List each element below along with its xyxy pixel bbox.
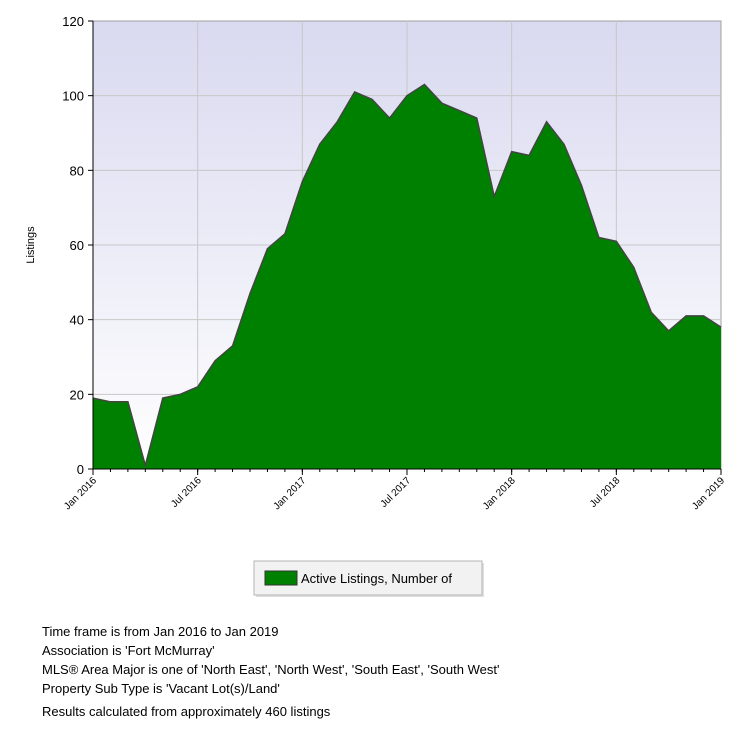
x-tick-label: Jan 2016 (62, 475, 99, 512)
legend-swatch (264, 570, 298, 586)
association-text: Association is 'Fort McMurray' (42, 643, 215, 658)
time-frame-text: Time frame is from Jan 2016 to Jan 2019 (42, 624, 279, 639)
area-major-text: MLS® Area Major is one of 'North East', … (42, 662, 500, 677)
x-tick-label: Jul 2017 (379, 475, 414, 510)
y-tick-labels: 0 20 40 60 80 100 120 (62, 14, 93, 477)
x-tick-label: Jan 2017 (272, 475, 309, 512)
area-chart: 0 20 40 60 80 100 120 Jan 2016 Jul 2016 Jan 2017… (25, 14, 727, 597)
y-tick-label: 0 (77, 462, 84, 477)
series-line (92, 83, 722, 469)
property-subtype-text: Property Sub Type is 'Vacant Lot(s)/Land… (42, 681, 280, 696)
results-count-text: Results calculated from approximately 46… (42, 704, 331, 719)
y-tick-label: 20 (70, 387, 84, 402)
legend: Active Listings, Number of (253, 560, 484, 597)
series-area (92, 83, 722, 469)
y-axis-label: Listings (25, 226, 37, 264)
x-tick-labels: Jan 2016 Jul 2016 Jan 2017 Jul 2017 Jan 2018… (62, 469, 727, 512)
filter-summary: Time frame is from Jan 2016 to Jan 2019 … (42, 622, 722, 721)
y-tick-label: 120 (62, 14, 84, 29)
y-tick-label: 100 (62, 89, 84, 104)
y-tick-label: 80 (70, 163, 84, 178)
y-tick-label: 60 (70, 238, 84, 253)
series-area-fill (93, 84, 721, 469)
x-tick-label: Jan 2018 (481, 475, 518, 512)
x-tick-label: Jan 2019 (690, 475, 727, 512)
x-tick-label: Jul 2016 (169, 475, 204, 510)
legend-label: Active Listings, Number of (301, 571, 452, 586)
y-tick-label: 40 (70, 313, 84, 328)
x-tick-label: Jul 2018 (588, 475, 623, 510)
